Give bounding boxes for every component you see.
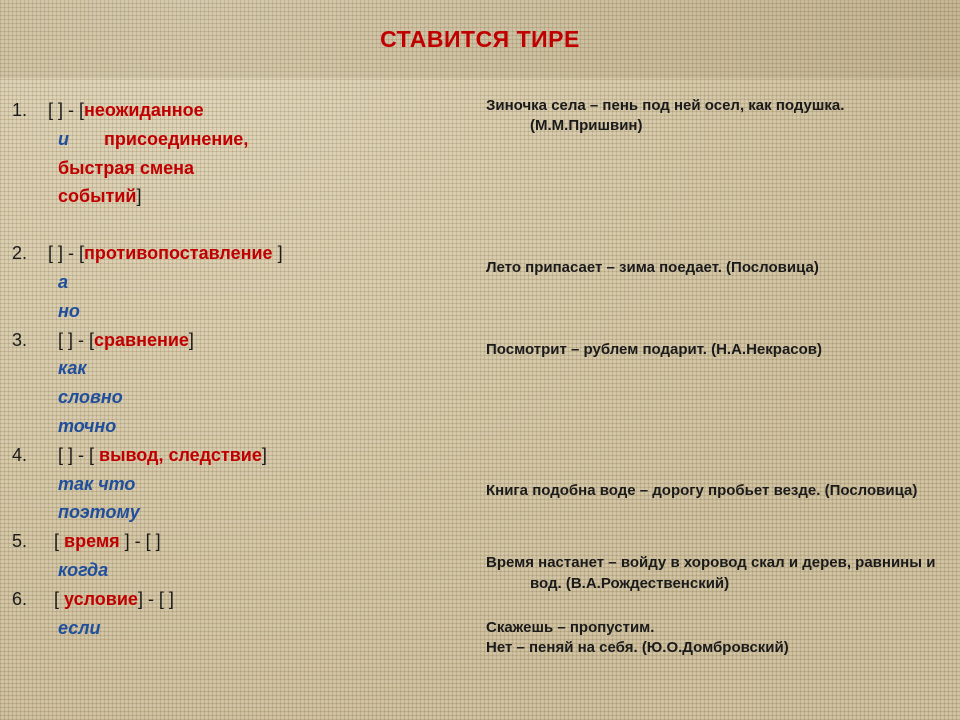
- example-3: Посмотрит – рублем подарит. (Н.А.Некрасо…: [486, 340, 948, 360]
- rule-body: [ ] - [сравнение]: [48, 326, 472, 355]
- rule-5: 5. [ время ] - [ ]: [8, 527, 472, 556]
- rule-1-line4: событий]: [8, 182, 472, 211]
- example-4: Книга подобна воде – дорогу пробьет везд…: [486, 481, 948, 501]
- rule-cont: присоединение,: [104, 129, 248, 149]
- bracket-prefix: [ ] - [: [58, 445, 99, 465]
- bracket-suffix: ]: [278, 243, 283, 263]
- title-band: СТАВИТСЯ ТИРЕ: [0, 0, 960, 78]
- rule-1: 1. [ ] - [неожиданное: [8, 96, 472, 125]
- example-text: Книга подобна воде – дорогу пробьет везд…: [486, 481, 948, 501]
- example-text: Лето припасает – зима поедает. (Пословиц…: [486, 258, 948, 278]
- bracket-suffix: ]: [189, 330, 194, 350]
- example-2: Лето припасает – зима поедает. (Пословиц…: [486, 258, 948, 278]
- conjunction: словно: [8, 383, 472, 412]
- conjunction: как: [8, 354, 472, 383]
- conjunction: когда: [8, 556, 472, 585]
- bracket-prefix: [: [54, 589, 64, 609]
- conjunction: поэтому: [8, 498, 472, 527]
- bracket-mid: ] - [ ]: [138, 589, 174, 609]
- example-source: вод. (В.А.Рождественский): [486, 574, 948, 594]
- example-text: Время настанет – войду в хоровод скал и …: [486, 553, 948, 573]
- conjunction: и: [58, 129, 69, 149]
- rule-body: [ время ] - [ ]: [48, 527, 472, 556]
- rule-6: 6. [ условие] - [ ]: [8, 585, 472, 614]
- bracket-prefix: [ ] - [: [48, 243, 84, 263]
- example-text: Нет – пеняй на себя. (Ю.О.Домбровский): [486, 638, 948, 658]
- slide-body: 1. [ ] - [неожиданное и присоединение, б…: [0, 78, 960, 720]
- rule-4: 4. [ ] - [ вывод, следствие]: [8, 441, 472, 470]
- conjunction: если: [8, 614, 472, 643]
- rule-2: 2. [ ] - [противопоставление ]: [8, 239, 472, 268]
- rule-body: [ ] - [противопоставление ]: [48, 239, 472, 268]
- conjunction: точно: [8, 412, 472, 441]
- example-text: Посмотрит – рублем подарит. (Н.А.Некрасо…: [486, 340, 948, 360]
- example-6: Скажешь – пропустим. Нет – пеняй на себя…: [486, 618, 948, 659]
- bracket-prefix: [: [54, 531, 64, 551]
- rule-3: 3. [ ] - [сравнение]: [8, 326, 472, 355]
- rule-keyword: вывод, следствие: [99, 445, 262, 465]
- rule-keyword: неожиданное: [84, 100, 204, 120]
- example-1: Зиночка села – пень под ней осел, как по…: [486, 96, 948, 137]
- rules-column: 1. [ ] - [неожиданное и присоединение, б…: [0, 78, 480, 720]
- examples-column: Зиночка села – пень под ней осел, как по…: [480, 78, 960, 720]
- bracket-suffix: ]: [262, 445, 267, 465]
- bracket-prefix: [ ] - [: [48, 100, 84, 120]
- bracket-mid: ] - [ ]: [125, 531, 161, 551]
- rule-number: 2.: [8, 239, 48, 268]
- rule-cont: быстрая смена: [58, 158, 194, 178]
- rule-number: 1.: [8, 96, 48, 125]
- rule-body: [ ] - [ вывод, следствие]: [48, 441, 472, 470]
- spacer: [74, 129, 99, 149]
- rule-cont: событий: [58, 186, 136, 206]
- rule-number: 3.: [8, 326, 48, 355]
- rule-number: 6.: [8, 585, 48, 614]
- example-5: Время настанет – войду в хоровод скал и …: [486, 553, 948, 594]
- rule-keyword: противопоставление: [84, 243, 278, 263]
- rule-body: [ ] - [неожиданное: [48, 96, 472, 125]
- conjunction: но: [8, 297, 472, 326]
- rule-1-line2: и присоединение,: [8, 125, 472, 154]
- slide-title: СТАВИТСЯ ТИРЕ: [380, 26, 580, 53]
- example-text: Скажешь – пропустим.: [486, 618, 948, 638]
- rule-keyword: сравнение: [94, 330, 189, 350]
- conjunction: а: [8, 268, 472, 297]
- rule-body: [ условие] - [ ]: [48, 585, 472, 614]
- rule-keyword: время: [64, 531, 125, 551]
- conjunction: так что: [8, 470, 472, 499]
- example-text: Зиночка села – пень под ней осел, как по…: [486, 96, 948, 116]
- rule-1-line3: быстрая смена: [8, 154, 472, 183]
- rule-number: 4.: [8, 441, 48, 470]
- slide-canvas: СТАВИТСЯ ТИРЕ 1. [ ] - [неожиданное и пр…: [0, 0, 960, 720]
- bracket-prefix: [ ] - [: [58, 330, 94, 350]
- bracket-suffix: ]: [136, 186, 141, 206]
- example-source: (М.М.Пришвин): [486, 116, 948, 136]
- rule-keyword: условие: [64, 589, 138, 609]
- rule-number: 5.: [8, 527, 48, 556]
